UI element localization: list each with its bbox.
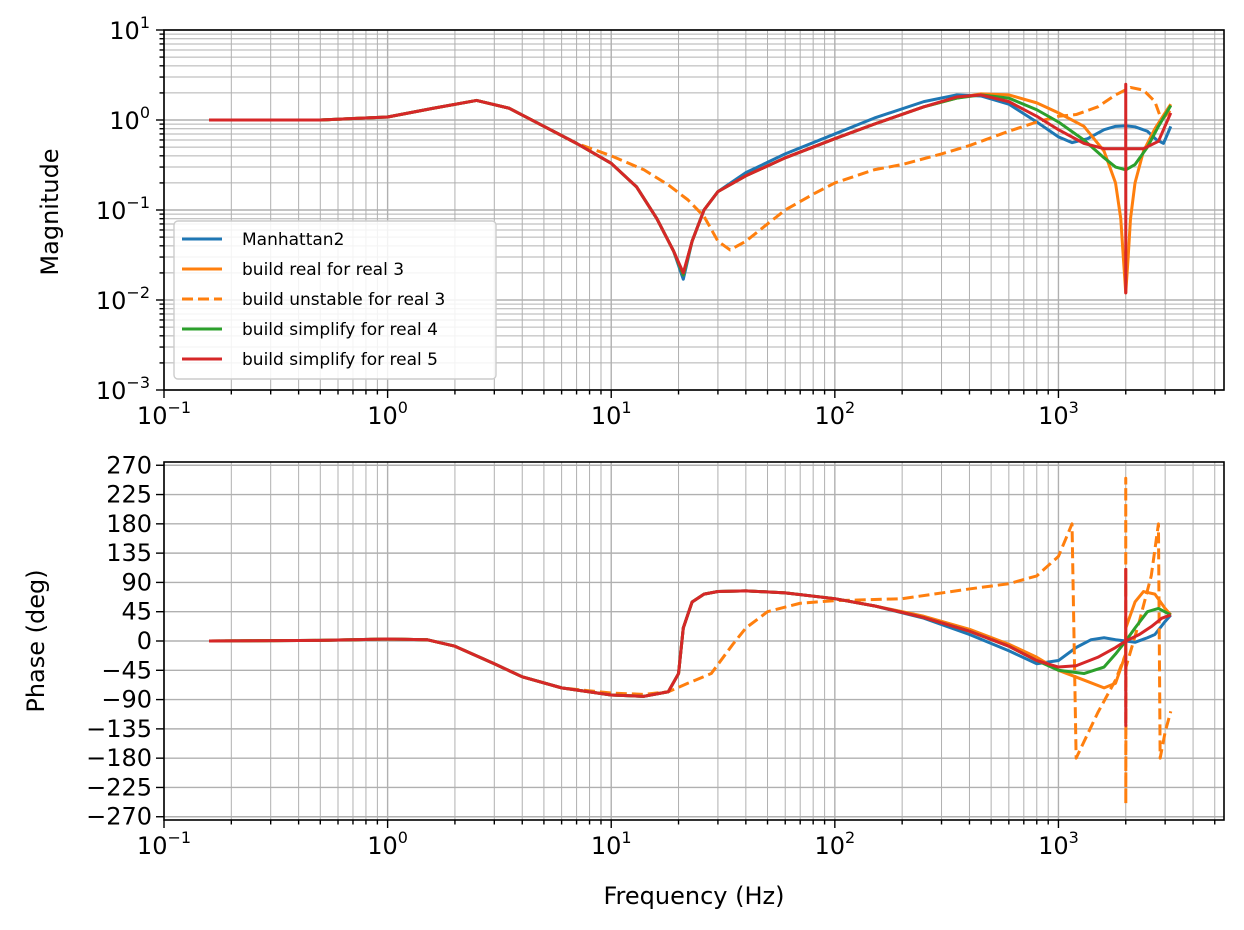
legend-box bbox=[173, 220, 497, 380]
y-tick-label: −180 bbox=[86, 744, 152, 772]
magnitude-series-group bbox=[209, 82, 1173, 295]
x-tick-label: 100 bbox=[367, 398, 408, 430]
x-tick-label: 100 bbox=[367, 828, 408, 860]
magnitude-panel: 10−1 100 101 102 103 10−3 10−2 10−1 100 101 Magn… bbox=[36, 13, 1225, 430]
y-tick-label: 10−1 bbox=[96, 193, 150, 225]
phase-panel: 10−1 100 101 102 103 −270−225−180−135−90−450… bbox=[22, 451, 1225, 910]
x-tick-label: 102 bbox=[814, 398, 855, 430]
y-tick-label: 270 bbox=[106, 451, 152, 479]
magnitude-line-build-unstable-for-real-3-dashed bbox=[209, 85, 1172, 252]
y-tick-label: −135 bbox=[86, 715, 152, 743]
phase-x-tick-labels: 10−1 100 101 102 103 bbox=[137, 828, 1079, 860]
y-tick-label: 135 bbox=[106, 539, 152, 567]
y-tick-label: −270 bbox=[86, 803, 152, 831]
y-tick-label: −225 bbox=[86, 773, 152, 801]
frequency-x-axis-title: Frequency (Hz) bbox=[604, 882, 785, 910]
x-tick-label: 10−1 bbox=[137, 398, 191, 430]
x-tick-label: 103 bbox=[1038, 398, 1079, 430]
phase-y-axis-title: Phase (deg) bbox=[22, 569, 50, 712]
phase-ticks bbox=[156, 464, 1216, 828]
y-tick-label: 10−3 bbox=[96, 373, 150, 405]
y-tick-label: 45 bbox=[121, 598, 152, 626]
y-tick-label: 100 bbox=[109, 103, 150, 135]
x-tick-label: 103 bbox=[1038, 828, 1079, 860]
y-tick-label: 180 bbox=[106, 510, 152, 538]
x-tick-label: 10−1 bbox=[137, 828, 191, 860]
magnitude-line-build-simplify-for-real-5 bbox=[209, 82, 1173, 295]
phase-line-build-simplify-for-real-5 bbox=[209, 567, 1172, 728]
legend-label-build-simplify-5: build simplify for real 5 bbox=[242, 350, 438, 370]
x-tick-label: 102 bbox=[814, 828, 855, 860]
x-tick-label: 101 bbox=[591, 828, 632, 860]
y-tick-label: 10−2 bbox=[96, 283, 150, 315]
magnitude-ticks bbox=[156, 29, 1216, 398]
legend: Manhattan2 build real for real 3 build u… bbox=[173, 220, 497, 380]
legend-label-build-simplify-4: build simplify for real 4 bbox=[242, 320, 438, 340]
phase-series-group bbox=[209, 476, 1173, 806]
y-tick-label: 90 bbox=[121, 568, 152, 596]
legend-label-build-real-3: build real for real 3 bbox=[242, 260, 404, 280]
magnitude-y-axis-title: Magnitude bbox=[36, 148, 64, 275]
legend-label-manhattan2: Manhattan2 bbox=[242, 230, 344, 250]
y-tick-label: 101 bbox=[109, 13, 150, 45]
y-tick-label: −45 bbox=[101, 656, 152, 684]
y-tick-label: 225 bbox=[106, 481, 152, 509]
magnitude-y-tick-labels: 10−3 10−2 10−1 100 101 bbox=[96, 13, 150, 405]
legend-label-build-unstable-3: build unstable for real 3 bbox=[242, 290, 445, 310]
magnitude-x-tick-labels: 10−1 100 101 102 103 bbox=[137, 398, 1079, 430]
y-tick-label: 0 bbox=[137, 627, 152, 655]
x-tick-label: 101 bbox=[591, 398, 632, 430]
y-tick-label: −90 bbox=[101, 686, 152, 714]
